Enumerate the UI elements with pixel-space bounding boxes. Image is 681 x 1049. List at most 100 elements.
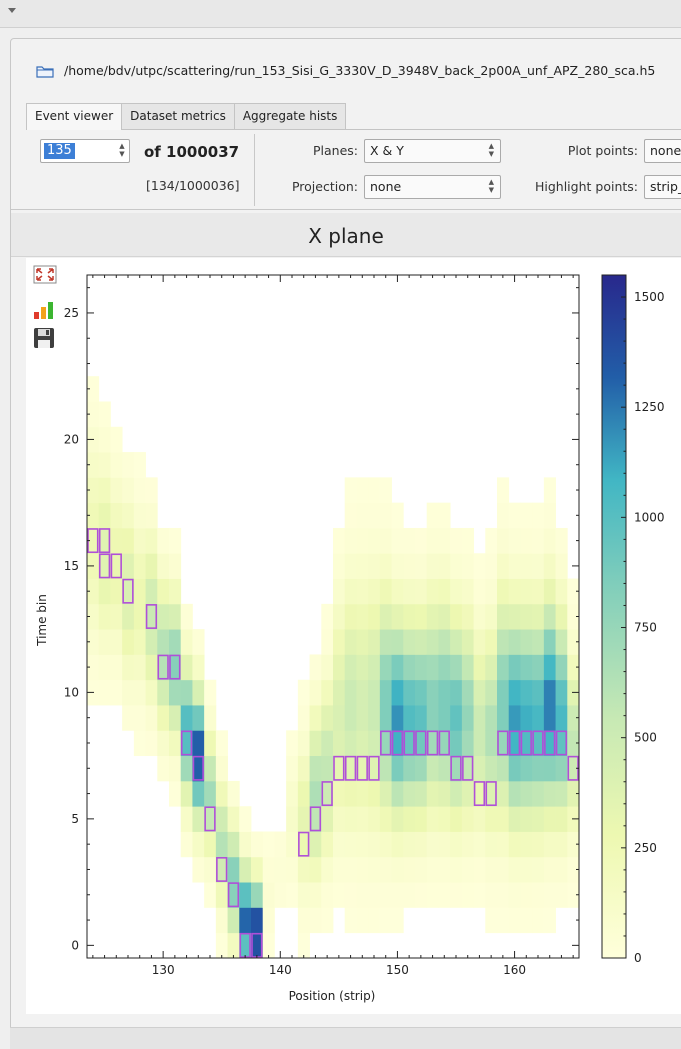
heat-cell (87, 477, 100, 504)
projection-combo[interactable]: none ▲ ▼ (364, 175, 501, 199)
heat-cell (180, 654, 193, 681)
heat-cell (461, 705, 474, 731)
heat-cell (426, 578, 439, 605)
heat-cell (473, 780, 486, 807)
heat-cell (438, 882, 451, 908)
heat-cell (567, 831, 580, 858)
heat-cell (461, 755, 474, 782)
event-spinbox[interactable]: 135 ▲ ▼ (40, 139, 130, 163)
heat-cell (333, 806, 346, 832)
colorbar-tick-label: 1500 (634, 290, 665, 304)
highlight-points-combo[interactable]: strip_ (644, 175, 681, 199)
heat-cell (356, 603, 369, 630)
heat-cell (98, 603, 111, 630)
heat-cell (485, 831, 498, 858)
heat-cell (415, 806, 428, 832)
heat-cell (473, 856, 486, 883)
heat-cell (110, 527, 123, 554)
heat-cell (508, 755, 521, 782)
tab-event-viewer[interactable]: Event viewer (26, 103, 123, 130)
heat-cell (391, 679, 404, 706)
heat-cell (133, 730, 146, 757)
highlight-cell (520, 730, 532, 756)
heat-cell (508, 856, 521, 883)
plot-points-combo[interactable]: none (644, 139, 681, 163)
heat-cell (532, 603, 545, 630)
heat-cell (321, 755, 334, 782)
heat-cell (215, 755, 228, 782)
heat-cell (555, 629, 568, 655)
heat-cell (122, 578, 135, 605)
heat-cell (344, 679, 357, 706)
heatmap-chart[interactable]: 130 140 150 160 0 5 10 15 20 25 0 250 500 750 1000 125… (26, 258, 681, 1014)
heat-cell (391, 654, 404, 681)
heat-cell (262, 856, 275, 883)
spin-arrows-icon[interactable]: ▲ ▼ (119, 142, 125, 158)
heat-cell (485, 578, 498, 605)
heat-cell (532, 553, 545, 579)
heat-cell (508, 780, 521, 807)
heat-cell (497, 882, 510, 908)
heat-cell (344, 654, 357, 681)
planes-combo[interactable]: X & Y ▲ ▼ (364, 139, 501, 163)
heat-cell (297, 907, 310, 934)
heat-cell (251, 856, 264, 883)
heat-cell (543, 527, 556, 554)
heat-cell (379, 856, 392, 883)
heat-cell (532, 654, 545, 681)
tab-dataset-metrics[interactable]: Dataset metrics (121, 103, 235, 129)
heat-cell (532, 755, 545, 782)
heat-cell (450, 806, 463, 832)
fit-zoom-icon[interactable] (33, 265, 57, 284)
heat-cell (204, 831, 217, 858)
heat-cell (508, 603, 521, 630)
heat-cell (555, 856, 568, 883)
heat-cell (145, 679, 158, 706)
heat-cell (215, 806, 228, 832)
heat-cell (122, 527, 135, 554)
heat-cell (415, 856, 428, 883)
heat-cell (391, 527, 404, 554)
save-icon[interactable] (34, 328, 54, 348)
heat-cell (344, 907, 357, 934)
heat-cell (297, 856, 310, 883)
highlight-cell (415, 730, 427, 756)
heat-cell (251, 882, 264, 908)
heat-cell (450, 730, 463, 757)
heat-cell (368, 705, 381, 731)
heat-cell (286, 755, 299, 782)
heat-cell (309, 780, 322, 807)
x-axis-label: Position (strip) (289, 989, 376, 1003)
heat-cell (98, 426, 111, 453)
heat-cell (426, 553, 439, 579)
collapse-arrow-icon[interactable] (8, 8, 16, 13)
heat-cell (87, 578, 100, 605)
heat-cell (333, 679, 346, 706)
heat-cell (98, 401, 111, 428)
heat-cell (180, 730, 193, 757)
heat-cell (497, 553, 510, 579)
heat-cell (461, 603, 474, 630)
heat-cell (309, 755, 322, 782)
heat-cell (169, 578, 182, 605)
colorbar-tick-label: 1000 (634, 510, 665, 524)
heat-cell (356, 780, 369, 807)
heat-cell (133, 477, 146, 504)
heat-cell (344, 477, 357, 504)
heat-cell (532, 578, 545, 605)
heat-cell (450, 578, 463, 605)
bar-color-icon[interactable] (34, 302, 53, 319)
heat-cell (403, 730, 416, 757)
status-bar (10, 1027, 681, 1049)
event-number-value[interactable]: 135 (44, 143, 75, 159)
heat-cell (403, 806, 416, 832)
highlight-cell (145, 604, 158, 629)
tab-aggregate-hists[interactable]: Aggregate hists (233, 103, 347, 129)
heat-cell (508, 654, 521, 681)
heat-cell (520, 705, 533, 731)
heat-cell (368, 755, 381, 782)
heat-cell (520, 553, 533, 579)
heat-cell (497, 907, 510, 934)
heat-cell (227, 780, 240, 807)
heat-cell (239, 882, 252, 908)
